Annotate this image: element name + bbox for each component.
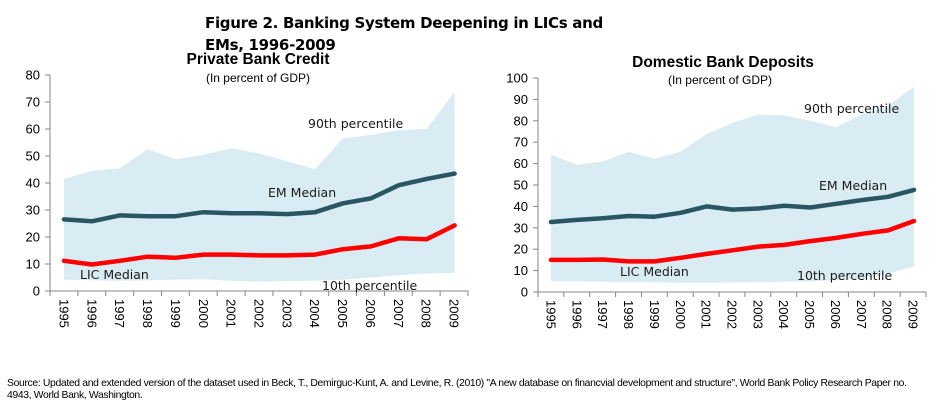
x-tick-label: 2008 [419, 299, 434, 328]
x-tick-label: 2009 [447, 299, 462, 328]
chart-title: Private Bank Credit [187, 51, 330, 68]
x-tick-label: 2007 [391, 299, 406, 328]
x-tick-label: 1999 [647, 300, 662, 329]
y-tick-label: 90 [514, 92, 528, 107]
chart-title: Domestic Bank Deposits [632, 54, 814, 71]
x-tick-label: 1997 [112, 299, 127, 328]
chart-subtitle: (In percent of GDP) [206, 71, 310, 85]
annotation-em-median: EM Median [268, 185, 336, 200]
y-tick-label: 10 [26, 257, 40, 272]
annotation-10th-percentile: 10th percentile [322, 278, 418, 293]
x-tick-label: 2006 [828, 300, 843, 329]
y-tick-label: 10 [514, 263, 528, 278]
y-tick-label: 30 [26, 203, 40, 218]
x-tick-label: 1999 [168, 299, 183, 328]
x-tick-label: 1995 [56, 299, 71, 328]
y-tick-label: 50 [514, 178, 528, 193]
y-tick-label: 70 [26, 95, 40, 110]
y-tick-label: 0 [33, 284, 40, 299]
x-tick-label: 2005 [802, 300, 817, 329]
annotation-10th-percentile: 10th percentile [797, 268, 893, 283]
x-tick-label: 2000 [673, 300, 688, 329]
y-tick-label: 100 [506, 71, 528, 86]
annotation-90th-percentile: 90th percentile [804, 101, 900, 116]
x-tick-label: 1998 [621, 300, 636, 329]
lic-median-line [61, 223, 457, 267]
percentile-band-area [64, 92, 455, 282]
y-tick-label: 80 [514, 113, 528, 128]
figure-title: Figure 2. Banking System Deepening in LI… [205, 14, 603, 54]
percentile-band-area [551, 86, 914, 283]
y-tick-label: 40 [514, 199, 528, 214]
x-tick-label: 1998 [140, 299, 155, 328]
source-note: Source: Updated and extended version of … [7, 378, 907, 401]
x-tick-label: 1996 [84, 299, 99, 328]
y-tick-label: 30 [514, 220, 528, 235]
y-tick-label: 60 [514, 156, 528, 171]
annotation-lic-median: LIC Median [620, 264, 689, 279]
lic-median-line [548, 218, 917, 264]
x-tick-label: 2004 [776, 300, 791, 329]
y-tick-label: 20 [26, 230, 40, 245]
y-tick-label: 50 [26, 149, 40, 164]
x-tick-label: 1996 [569, 300, 584, 329]
x-tick-label: 2003 [279, 299, 294, 328]
x-tick-label: 2002 [252, 299, 267, 328]
y-tick-label: 70 [514, 135, 528, 150]
em-median-line [548, 187, 917, 225]
annotation-lic-median: LIC Median [80, 267, 149, 282]
y-tick-label: 40 [26, 176, 40, 191]
x-tick-label: 2001 [699, 300, 714, 329]
x-tick-label: 1995 [543, 300, 558, 329]
y-tick-label: 20 [514, 242, 528, 257]
y-tick-label: 0 [521, 285, 528, 300]
x-tick-label: 2002 [725, 300, 740, 329]
x-tick-label: 2003 [750, 300, 765, 329]
x-tick-label: 2007 [854, 300, 869, 329]
x-tick-label: 2004 [307, 299, 322, 328]
x-tick-label: 1997 [595, 300, 610, 329]
x-tick-label: 2006 [363, 299, 378, 328]
x-tick-label: 2008 [880, 300, 895, 329]
x-tick-label: 2009 [906, 300, 921, 329]
x-tick-label: 2001 [224, 299, 239, 328]
annotation-90th-percentile: 90th percentile [308, 116, 404, 131]
y-tick-label: 80 [26, 68, 40, 83]
chart-subtitle: (In percent of GDP) [668, 73, 772, 87]
annotation-em-median: EM Median [819, 178, 887, 193]
y-tick-label: 60 [26, 122, 40, 137]
em-median-line [61, 171, 457, 224]
x-tick-label: 2005 [335, 299, 350, 328]
x-tick-label: 2000 [196, 299, 211, 328]
